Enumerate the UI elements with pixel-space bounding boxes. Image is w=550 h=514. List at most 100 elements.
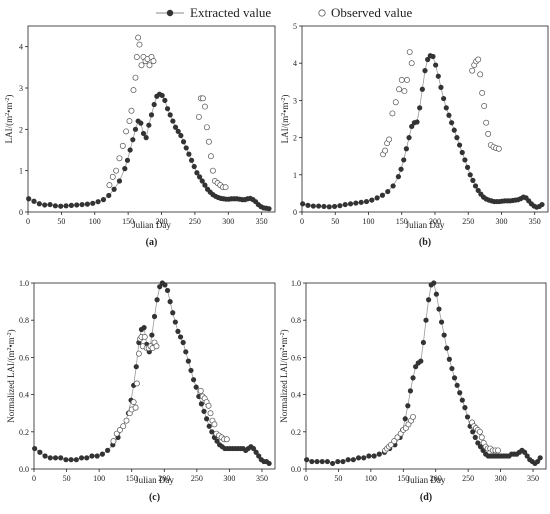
extracted-point [456,142,463,148]
observed-point [130,87,137,94]
extracted-point [304,457,310,463]
y-axis-label: Normalized LAI/(m2•m-2) [279,329,289,422]
x-axis-label: Julian Day [132,220,171,230]
extracted-point [95,199,101,205]
x-axis-label: Julian Day [406,220,445,230]
extracted-point [319,458,325,465]
extracted-point [154,297,160,303]
x-tick-label: 300 [223,474,235,483]
extracted-point [68,202,74,208]
extracted-point [116,178,123,184]
legend-extracted-label: Extracted value [190,5,271,20]
observed-point [126,118,133,125]
observed-point [408,60,415,67]
extracted-point [209,429,215,435]
extracted-point [431,280,437,286]
extracted-point [419,86,425,92]
observed-point [410,413,416,420]
observed-point [119,142,126,149]
extracted-point [143,135,149,141]
extracted-point [177,334,184,340]
observed-point [475,56,482,63]
y-axis-label-part: LAI/(m [280,116,290,144]
observed-point [207,410,214,417]
extracted-point [329,460,336,467]
y-tick-label: 0.2 [291,428,301,437]
y-axis-label-part: LAI/(m [4,116,14,144]
extracted-point [371,453,377,459]
extracted-point [410,375,416,381]
y-tick-label: 0.8 [291,316,301,325]
x-tick-label: 250 [189,217,201,226]
observed-point [203,124,210,131]
x-tick-label: 0 [26,217,30,226]
extracted-point [122,166,128,172]
x-tick-label: 0 [32,474,36,483]
extracted-point [454,382,460,388]
observed-point [223,436,230,443]
extracted-point [402,416,408,422]
x-tick-label: 50 [334,474,342,483]
y-tick-label: 4 [293,59,297,68]
y-axis-label-superscript: 2 [281,113,287,116]
observed-point [132,74,139,81]
extracted-point [406,135,412,141]
observed-point [392,99,399,106]
observed-point [132,404,139,411]
y-tick-label: 0.4 [19,391,29,400]
x-tick-label: 200 [156,217,168,226]
extracted-point [37,449,43,455]
extracted-point [130,137,136,143]
extracted-point [534,458,541,465]
observed-point [120,423,127,430]
extracted-point [425,297,432,303]
observed-point [133,380,140,387]
extracted-point [340,458,346,465]
extracted-point [443,105,449,111]
y-axis-label-part: •m [4,103,14,113]
observed-point [476,428,483,435]
observed-point [477,71,484,78]
extracted-point [309,458,315,465]
y-tick-label: 3 [293,96,297,105]
y-axis-label-superscript: -2 [5,98,11,103]
extracted-point [172,319,178,325]
extracted-point [345,457,351,463]
chart-panel-2: 0 50 100 150 200 250 300 350 0 1 2 3 4 5 Julian Day LAI… [280,22,549,248]
extracted-point [180,339,186,346]
extracted-point [390,183,396,189]
extracted-point [470,177,476,183]
observed-point [136,41,143,48]
extracted-point [84,455,90,461]
extracted-point [52,203,58,209]
extracted-point [52,455,59,461]
extracted-point [78,455,85,461]
observed-point [106,182,113,189]
extracted-point [376,451,382,457]
extracted-point [250,445,257,452]
y-axis-label-part: Normalized LAI/(m [6,350,16,422]
extracted-point [451,375,458,381]
observed-point [135,350,142,357]
extracted-point [74,202,80,208]
observed-point [123,417,130,424]
extracted-point [464,164,471,170]
extracted-point [433,291,439,297]
x-tick-label: 200 [430,474,442,483]
extracted-point [417,105,423,111]
observed-point [485,130,492,137]
extracted-point [300,201,306,207]
chart-panel-4: 0 50 100 150 200 250 300 350 0.0 0.2 0.4 0.6 0.8 1.0 J… [279,279,547,503]
y-axis-label-part: ) [279,329,289,332]
extracted-point [201,408,207,414]
extracted-point [379,192,386,198]
y-tick-label: 0 [293,208,297,217]
extracted-point [537,455,543,461]
x-tick-label: 0 [304,474,308,483]
extracted-series-line [34,282,270,464]
y-tick-label: 1 [19,167,23,176]
extracted-point [475,187,481,194]
y-tick-label: 0.4 [291,391,301,400]
extracted-point [401,157,407,163]
